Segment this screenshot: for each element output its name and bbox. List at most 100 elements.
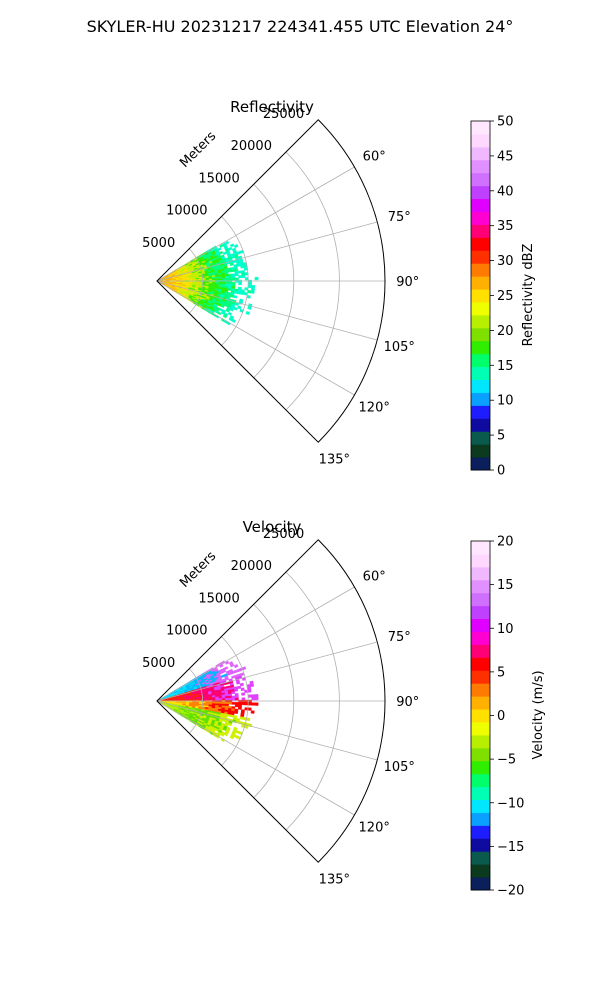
azimuth-tick-label: 105° bbox=[384, 760, 415, 775]
echo-cell bbox=[234, 290, 239, 295]
echo-cell bbox=[237, 291, 242, 295]
velocity-panel: Velocity 5000 10000 15000 20000 25000 60° 75° 9… bbox=[142, 518, 546, 899]
echo-cell bbox=[234, 704, 239, 708]
echo-cell bbox=[241, 274, 246, 278]
colorbar-segment bbox=[471, 405, 490, 419]
colorbar-tick-label: 50 bbox=[497, 115, 514, 130]
colorbar-segment bbox=[471, 812, 490, 826]
azimuth-spoke bbox=[156, 700, 378, 761]
colorbar-segment bbox=[471, 237, 490, 251]
echo-cell bbox=[237, 305, 242, 310]
echo-cell bbox=[251, 702, 256, 706]
echo-cell bbox=[218, 250, 224, 255]
echo-cell bbox=[227, 246, 233, 251]
colorbar-tick-label: 35 bbox=[497, 219, 514, 234]
echo-cell bbox=[220, 304, 225, 308]
echo-cell bbox=[217, 247, 222, 252]
echo-cell bbox=[205, 278, 210, 281]
echo-cell bbox=[247, 689, 252, 693]
reflectivity-title: Reflectivity bbox=[230, 98, 314, 116]
echo-cell bbox=[228, 697, 233, 701]
colorbar-tick-label: 5 bbox=[497, 665, 505, 680]
colorbar-tick-label: 45 bbox=[497, 149, 514, 164]
colorbar-tick-label: 15 bbox=[497, 578, 514, 593]
azimuth-tick-label: 90° bbox=[396, 695, 419, 710]
echo-cell bbox=[229, 262, 234, 266]
azimuth-tick-label: 135° bbox=[319, 872, 350, 887]
echo-cell bbox=[230, 294, 235, 298]
echo-cell bbox=[247, 694, 252, 698]
echo-cell bbox=[234, 693, 239, 697]
radial-tick-label: 25000 bbox=[263, 107, 304, 122]
colorbar-segment bbox=[471, 133, 490, 148]
echo-cell bbox=[245, 310, 251, 316]
colorbar-segment bbox=[471, 289, 490, 303]
echo-cell bbox=[215, 698, 220, 701]
colorbar-segment bbox=[471, 224, 490, 238]
reflectivity-radial-label: Meters bbox=[177, 129, 219, 171]
colorbar-segment bbox=[471, 353, 490, 368]
echo-cell bbox=[227, 287, 232, 291]
echo-cell bbox=[228, 275, 233, 279]
echo-cell bbox=[254, 694, 259, 698]
azimuth-spoke bbox=[156, 700, 355, 816]
velocity-echo-field bbox=[158, 660, 259, 743]
echo-cell bbox=[247, 305, 252, 310]
echo-cell bbox=[218, 276, 223, 279]
reflectivity-colorbar: 0 5 10 15 20 25 30 35 40 45 50 bbox=[470, 115, 514, 479]
echo-cell bbox=[250, 710, 255, 714]
echo-cell bbox=[241, 692, 246, 696]
echo-cell bbox=[231, 318, 237, 323]
colorbar-segment bbox=[471, 851, 490, 865]
echo-cell bbox=[240, 265, 245, 269]
colorbar-segment bbox=[471, 864, 490, 878]
colorbar-segment bbox=[471, 379, 490, 393]
echo-cell bbox=[227, 722, 233, 727]
azimuth-tick-label: 60° bbox=[363, 150, 386, 165]
colorbar-segment bbox=[471, 327, 490, 342]
colorbar-segment bbox=[471, 541, 490, 555]
echo-cell bbox=[231, 695, 236, 699]
echo-cell bbox=[231, 275, 236, 279]
echo-cell bbox=[254, 276, 259, 281]
colorbar-tick-label: 5 bbox=[497, 429, 505, 444]
azimuth-tick-label: 60° bbox=[363, 570, 386, 585]
colorbar-segment bbox=[471, 366, 490, 381]
colorbar-segment bbox=[471, 877, 490, 891]
azimuth-tick-label: 135° bbox=[319, 452, 350, 467]
colorbar-segment bbox=[471, 146, 490, 161]
azimuth-tick-label: 120° bbox=[359, 820, 390, 835]
colorbar-tick-label: 0 bbox=[497, 464, 505, 479]
echo-cell bbox=[241, 702, 246, 706]
echo-cell bbox=[231, 282, 236, 285]
figure-suptitle: SKYLER-HU 20231217 224341.455 UTC Elevat… bbox=[87, 17, 514, 36]
radial-tick-label: 5000 bbox=[142, 236, 175, 251]
colorbar-segment bbox=[471, 825, 490, 839]
colorbar-segment bbox=[471, 631, 490, 645]
colorbar-segment bbox=[471, 592, 490, 607]
colorbar-tick-label: −5 bbox=[497, 753, 516, 768]
colorbar-segment bbox=[471, 121, 490, 135]
echo-cell bbox=[229, 243, 235, 248]
radial-tick-label: 5000 bbox=[142, 656, 175, 671]
echo-cell bbox=[239, 682, 244, 687]
echo-cell bbox=[250, 290, 255, 294]
echo-cell bbox=[230, 714, 235, 718]
echo-cell bbox=[237, 706, 242, 710]
echo-cell bbox=[233, 244, 239, 249]
sector-frame bbox=[156, 539, 386, 863]
echo-cell bbox=[224, 240, 230, 245]
echo-cell bbox=[217, 311, 222, 316]
colorbar-tick-label: 25 bbox=[497, 289, 514, 304]
echo-cell bbox=[225, 697, 229, 701]
echo-cell bbox=[231, 702, 236, 705]
echo-cell bbox=[230, 269, 235, 273]
echo-cell bbox=[249, 683, 255, 688]
echo-cell bbox=[248, 702, 252, 706]
azimuth-spoke bbox=[156, 280, 355, 396]
echo-cell bbox=[226, 713, 231, 718]
azimuth-spoke bbox=[156, 221, 378, 282]
colorbar-segment bbox=[471, 670, 490, 684]
colorbar-segment bbox=[471, 250, 490, 264]
radial-tick-label: 10000 bbox=[166, 624, 207, 639]
